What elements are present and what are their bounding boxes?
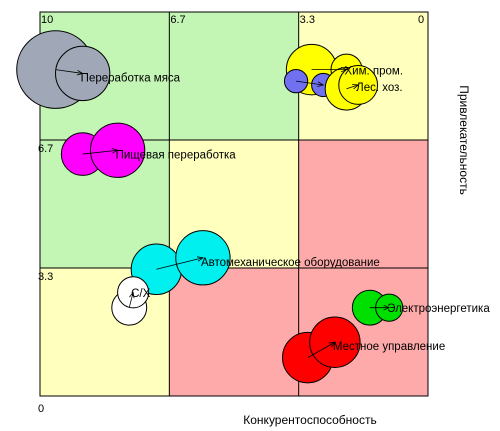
zone-red-1-2 <box>298 140 428 268</box>
trend-arrow-6 <box>128 292 134 308</box>
trend-arrowhead-6 <box>129 291 135 299</box>
y-tick-label: 3.3 <box>38 271 53 283</box>
grid-layer <box>39 11 429 397</box>
bubble-label-5: Автомеханическое оборудование <box>201 257 380 269</box>
trend-arrow-8 <box>307 341 336 358</box>
bubble-label-1: Пищевая переработка <box>116 149 237 161</box>
trend-arrowhead-2 <box>340 66 348 73</box>
y-axis-label: Привлекательность <box>457 85 471 195</box>
arrows-layer <box>55 66 391 358</box>
trend-arrowhead-4 <box>352 84 360 90</box>
ticks-layer: 10 6.7 3.3 0 6.7 3.3 0 <box>38 14 424 415</box>
bubble-start-3 <box>283 68 309 94</box>
trend-arrowhead-0 <box>76 70 84 76</box>
y-tick-label: 0 <box>38 403 44 415</box>
plot-frame <box>39 11 429 397</box>
x-tick-label: 3.3 <box>300 14 315 26</box>
zone-red-2-1 <box>169 268 299 396</box>
x-tick-label: 0 <box>418 14 424 26</box>
x-axis-label: Конкурентоспособность <box>243 413 376 427</box>
x-tick-label: 6.7 <box>170 14 185 26</box>
trend-arrow-4 <box>346 84 359 90</box>
trend-arrowhead-7 <box>383 304 391 311</box>
trend-arrow-1 <box>82 149 118 155</box>
bubble-label-7: Электроэнергетика <box>387 303 490 315</box>
zone-green-0-1 <box>169 12 299 140</box>
trend-arrowhead-1 <box>111 148 119 154</box>
labels-layer: Переработка мяса Пищевая переработка Хим. … <box>81 65 491 353</box>
trend-arrowhead-8 <box>328 341 336 348</box>
bubble-label-2: Хим. пром. <box>345 65 404 77</box>
bubble-label-8: Местное управление <box>333 341 445 353</box>
trend-arrow-3 <box>296 80 324 86</box>
trend-arrow-0 <box>55 69 83 74</box>
trend-arrowhead-3 <box>317 81 325 87</box>
trend-arrow-5 <box>156 257 204 270</box>
trend-arrowhead-5 <box>196 256 204 262</box>
bubble-label-6: С/Х <box>131 288 151 300</box>
y-tick-label: 6.7 <box>38 143 53 155</box>
x-tick-label: 10 <box>41 14 53 26</box>
bubble-label-4: Лес. хоз. <box>356 82 402 94</box>
bubble-label-0: Переработка мяса <box>81 73 181 85</box>
